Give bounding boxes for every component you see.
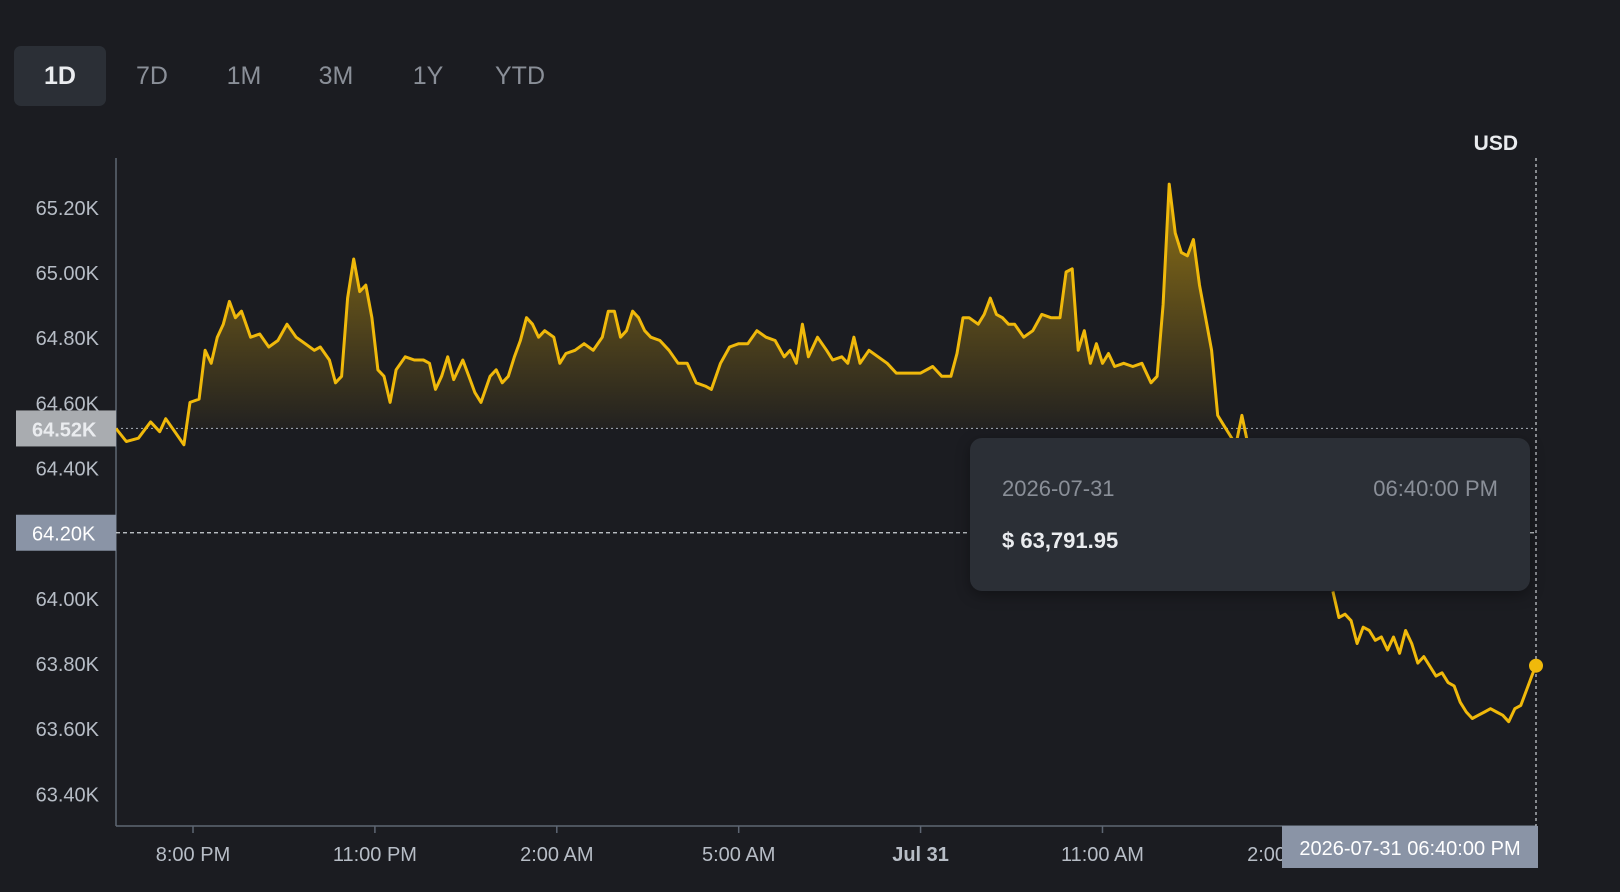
y-tick-label: 65.00K bbox=[36, 263, 100, 285]
tab-1d[interactable]: 1D bbox=[14, 46, 106, 106]
y-tick-label: 63.80K bbox=[36, 654, 100, 676]
tab-7d[interactable]: 7D bbox=[136, 61, 168, 90]
y-tick-label: 64.40K bbox=[36, 459, 100, 481]
tooltip-date: 2026-07-31 bbox=[1002, 476, 1115, 501]
crosshair-x-label-box bbox=[1282, 826, 1538, 868]
price-line bbox=[114, 182, 1250, 447]
y-tick-label: 64.60K bbox=[36, 393, 100, 415]
y-tick-label: 63.60K bbox=[36, 719, 100, 741]
x-tick-label: 8:00 PM bbox=[156, 844, 230, 866]
y-tick-label: 64.80K bbox=[36, 328, 100, 350]
last-price-dot bbox=[1529, 658, 1543, 673]
currency-label: USD bbox=[1474, 132, 1518, 155]
crosshair-y-label-box bbox=[16, 514, 116, 551]
y-tick-label: 63.40K bbox=[36, 784, 100, 806]
range-tabs: 1D 7D 1M 3M 1Y YTD bbox=[14, 46, 566, 106]
tab-3m[interactable]: 3M bbox=[318, 61, 354, 90]
area-fill bbox=[145, 184, 1245, 429]
price-tooltip: 2026-07-31 06:40:00 PM $ 63,791.95 bbox=[970, 438, 1530, 591]
price-line-segment bbox=[1331, 591, 1538, 724]
crosshair-y-label: 64.20K bbox=[32, 524, 96, 546]
x-tick-label: 5:00 AM bbox=[702, 844, 775, 866]
tab-1y[interactable]: 1Y bbox=[412, 61, 444, 90]
tab-1m[interactable]: 1M bbox=[226, 61, 262, 90]
x-tick-label: 11:00 AM bbox=[1061, 844, 1144, 866]
crosshair-x-label: 2026-07-31 06:40:00 PM bbox=[1299, 838, 1520, 860]
x-tick-label: 2:00 AM bbox=[520, 844, 593, 866]
tooltip-time: 06:40:00 PM bbox=[1373, 476, 1498, 501]
baseline-label: 64.52K bbox=[32, 419, 97, 441]
tooltip-price: $ 63,791.95 bbox=[1002, 528, 1119, 553]
y-tick-label: 64.00K bbox=[36, 589, 100, 611]
tab-ytd[interactable]: YTD bbox=[495, 61, 545, 90]
baseline-label-box bbox=[16, 410, 116, 447]
y-tick-label: 65.20K bbox=[36, 198, 100, 220]
x-tick-label: Jul 31 bbox=[892, 844, 949, 866]
x-tick-label: 11:00 PM bbox=[333, 844, 417, 866]
